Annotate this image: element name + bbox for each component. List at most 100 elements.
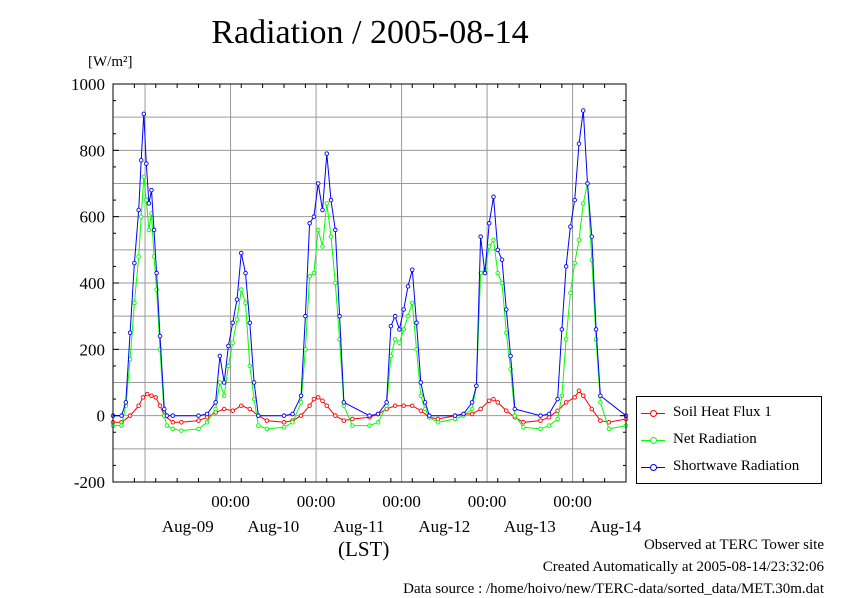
- data-point-net: [243, 300, 248, 306]
- data-point-shortwave: [162, 406, 167, 412]
- x-day-label: Aug-13: [504, 517, 556, 536]
- data-point-soil: [410, 403, 415, 408]
- data-point-net: [397, 340, 402, 345]
- grid-lines: [113, 84, 626, 482]
- data-point-shortwave: [499, 257, 505, 263]
- legend-item-shortwave: Shortwave Radiation: [637, 457, 823, 477]
- data-point-shortwave: [508, 353, 513, 359]
- data-point-shortwave: [221, 380, 227, 385]
- data-point-net: [290, 420, 295, 425]
- data-point-shortwave: [149, 187, 154, 193]
- data-point-soil: [563, 400, 569, 405]
- data-point-shortwave: [238, 250, 244, 256]
- legend: Soil Heat Flux 1 Net Radiation Shortwave…: [636, 396, 822, 484]
- data-point-shortwave: [311, 214, 317, 219]
- data-point-net: [405, 313, 411, 319]
- data-point-shortwave: [251, 380, 257, 385]
- data-point-net: [213, 406, 218, 412]
- x-day-label: Aug-10: [247, 517, 299, 536]
- data-point-net: [333, 280, 338, 286]
- data-point-soil: [247, 406, 253, 412]
- data-point-shortwave: [328, 197, 334, 203]
- data-point-net: [538, 426, 543, 432]
- data-point-shortwave: [375, 411, 381, 417]
- data-point-shortwave: [333, 227, 338, 233]
- data-point-shortwave: [341, 400, 347, 405]
- data-point-net: [204, 420, 210, 425]
- data-point-net: [576, 237, 582, 243]
- data-point-shortwave: [204, 411, 210, 417]
- data-point-net: [563, 337, 569, 342]
- data-point-shortwave: [563, 264, 569, 269]
- data-point-shortwave: [151, 227, 157, 233]
- data-point-shortwave: [337, 313, 342, 319]
- series-line-net: [113, 176, 627, 432]
- data-point-net: [392, 337, 398, 342]
- data-point-shortwave: [315, 181, 321, 186]
- data-point-shortwave: [469, 400, 475, 405]
- data-point-shortwave: [491, 194, 496, 200]
- data-point-net: [486, 244, 492, 249]
- legend-label-net: Net Radiation: [673, 431, 757, 447]
- x-axis-caption: (LST): [338, 537, 390, 561]
- data-point-net: [256, 423, 261, 428]
- data-point-net: [281, 425, 287, 430]
- y-tick-label: 600: [80, 208, 106, 227]
- data-point-net: [469, 406, 475, 412]
- data-point-soil: [149, 393, 154, 399]
- data-point-shortwave: [256, 413, 261, 418]
- data-point-soil: [469, 411, 475, 417]
- y-tick-label: 0: [97, 407, 106, 426]
- x-tick-label: 00:00: [211, 492, 250, 511]
- data-point-net: [512, 413, 518, 418]
- data-point-shortwave: [290, 411, 295, 417]
- data-point-net: [367, 423, 372, 428]
- data-point-shortwave: [589, 234, 595, 239]
- data-point-shortwave: [217, 353, 223, 359]
- data-point-shortwave: [405, 284, 411, 289]
- data-point-shortwave: [538, 413, 543, 418]
- x-tick-label: 00:00: [382, 492, 421, 511]
- data-point-shortwave: [555, 396, 560, 402]
- data-point-net: [491, 237, 496, 243]
- data-point-soil: [179, 420, 184, 425]
- data-point-soil: [307, 403, 312, 408]
- data-point-shortwave: [559, 327, 565, 332]
- data-point-soil: [521, 420, 526, 425]
- data-point-net: [298, 400, 304, 405]
- data-point-net: [196, 426, 201, 432]
- data-point-soil: [576, 388, 582, 394]
- data-point-soil: [324, 403, 330, 408]
- data-point-shortwave: [576, 141, 582, 146]
- footer-created: Created Automatically at 2005-08-14/23:3…: [542, 559, 824, 575]
- data-point-soil: [589, 406, 595, 412]
- data-point-net: [320, 244, 325, 249]
- data-point-soil: [136, 403, 141, 408]
- chart-title: Radiation / 2005-08-14: [211, 14, 529, 51]
- footer-source: Data source : /home/hoivo/new/TERC-data/…: [403, 581, 824, 597]
- data-point-shortwave: [397, 327, 402, 332]
- data-point-soil: [140, 395, 146, 400]
- x-day-label: Aug-14: [589, 517, 641, 536]
- data-point-net: [324, 201, 330, 206]
- data-point-net: [315, 227, 321, 233]
- data-point-net: [504, 330, 509, 336]
- data-point-soil: [572, 395, 577, 400]
- data-point-soil: [144, 391, 150, 397]
- data-point-shortwave: [598, 393, 603, 399]
- data-point-net: [328, 234, 334, 239]
- data-point-soil: [401, 403, 406, 408]
- y-tick-label: 400: [80, 274, 106, 293]
- data-point-net: [230, 340, 235, 345]
- data-point-shortwave: [388, 323, 394, 329]
- data-point-soil: [350, 416, 355, 422]
- data-point-net: [350, 423, 355, 428]
- data-point-net: [375, 420, 381, 425]
- data-point-shortwave: [247, 320, 253, 326]
- data-point-shortwave: [474, 383, 479, 389]
- legend-marker-net: [650, 437, 657, 444]
- legend-marker-soil: [650, 410, 657, 417]
- data-point-soil: [504, 408, 509, 413]
- data-point-shortwave: [461, 411, 466, 417]
